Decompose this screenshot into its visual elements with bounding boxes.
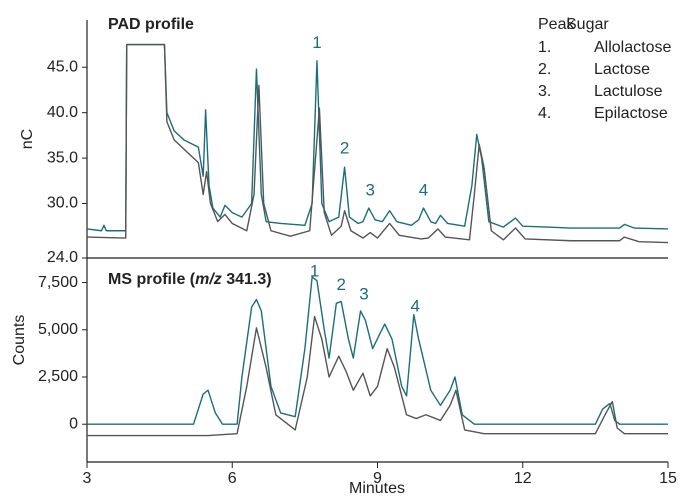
peak-label: 3 bbox=[366, 180, 375, 199]
peak-label: 1 bbox=[312, 33, 321, 52]
legend-cell: Lactose bbox=[594, 61, 650, 78]
x-tick-label: 15 bbox=[659, 470, 677, 487]
legend-header: Sugar bbox=[566, 16, 609, 33]
ms-title: MS profile (m/z 341.3) bbox=[108, 271, 272, 288]
y-tick-label: 35.0 bbox=[47, 149, 78, 166]
peak-label: 4 bbox=[419, 180, 428, 199]
x-tick-label: 12 bbox=[514, 470, 532, 487]
legend-cell: 1. bbox=[538, 39, 551, 56]
pad-title: PAD profile bbox=[108, 16, 194, 33]
peak-label: 4 bbox=[411, 297, 420, 316]
x-tick-label: 6 bbox=[228, 470, 237, 487]
legend-cell: Lactulose bbox=[594, 83, 663, 100]
legend-cell: Allolactose bbox=[594, 39, 671, 56]
legend-cell: Epilactose bbox=[594, 105, 668, 122]
peak-label: 1 bbox=[310, 262, 319, 281]
x-tick-label: 9 bbox=[373, 470, 382, 487]
y-tick-label: 0 bbox=[69, 415, 78, 432]
y-tick-label: 24.0 bbox=[47, 249, 78, 266]
y-tick-label: 2,500 bbox=[38, 368, 78, 385]
x-axis-label: Minutes bbox=[349, 480, 405, 497]
trace bbox=[86, 43, 669, 232]
peak-label: 2 bbox=[340, 138, 349, 157]
trace bbox=[86, 43, 669, 244]
y-axis-label: nC bbox=[19, 129, 36, 149]
trace bbox=[87, 276, 668, 425]
y-tick-label: 5,000 bbox=[38, 321, 78, 338]
legend-header: Peak bbox=[538, 16, 575, 33]
y-tick-label: 7,500 bbox=[38, 274, 78, 291]
ms-title-b: m/z bbox=[195, 271, 222, 288]
peak-label: 3 bbox=[359, 284, 368, 303]
trace bbox=[87, 315, 668, 437]
y-tick-label: 45.0 bbox=[47, 58, 78, 75]
y-tick-label: 30.0 bbox=[47, 195, 78, 212]
y-tick-label: 40.0 bbox=[47, 104, 78, 121]
y-axis-label: Counts bbox=[11, 315, 28, 366]
x-tick-label: 3 bbox=[83, 470, 92, 487]
legend-cell: 2. bbox=[538, 61, 551, 78]
ms-title-c: 341.3) bbox=[222, 271, 272, 288]
legend-cell: 3. bbox=[538, 83, 551, 100]
ms-title-a: MS profile ( bbox=[108, 271, 196, 288]
legend-cell: 4. bbox=[538, 105, 551, 122]
peak-label: 2 bbox=[336, 275, 345, 294]
